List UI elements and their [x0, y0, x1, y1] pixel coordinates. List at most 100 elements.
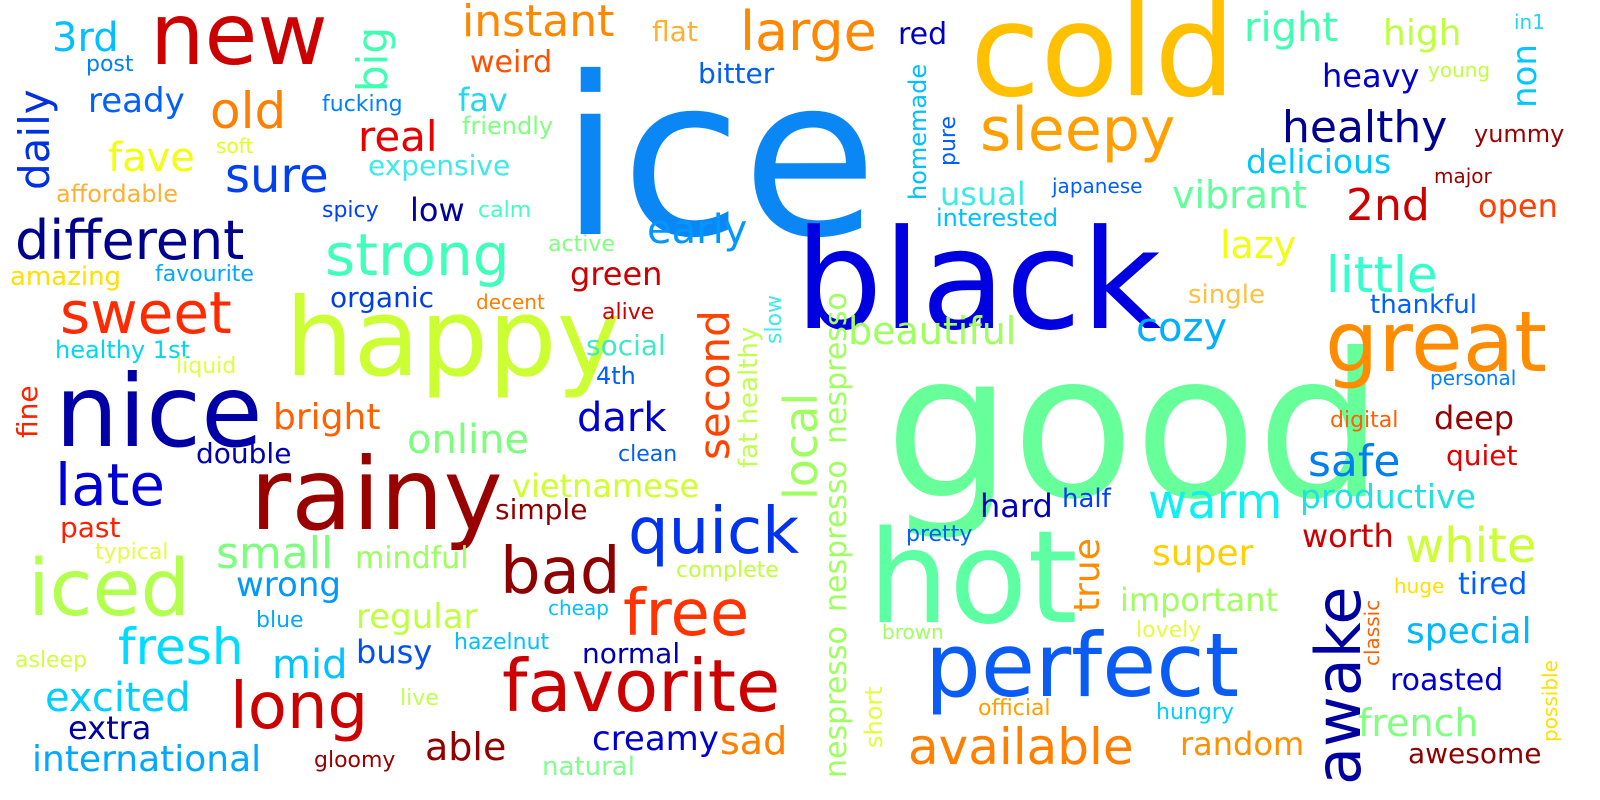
- word-2nd: 2nd: [1346, 180, 1430, 231]
- word-late: late: [55, 451, 166, 519]
- word-liquid: liquid: [176, 354, 237, 379]
- word-random: random: [1180, 725, 1305, 763]
- word-instant: instant: [462, 0, 615, 47]
- word-cold: cold: [970, 0, 1236, 126]
- word-excited: excited: [45, 675, 191, 721]
- word-wrong: wrong: [236, 565, 341, 605]
- word-free: free: [623, 577, 750, 651]
- word-in1: in1: [1514, 10, 1545, 34]
- word-cozy: cozy: [1136, 305, 1228, 351]
- word-4th: 4th: [596, 362, 636, 390]
- word-little: little: [1326, 246, 1438, 304]
- word-sweet: sweet: [60, 279, 232, 347]
- word-pretty: pretty: [906, 522, 973, 547]
- word-asleep: asleep: [15, 648, 88, 673]
- word-safe: safe: [1308, 436, 1401, 487]
- word-past: past: [60, 511, 121, 544]
- word-major: major: [1434, 164, 1492, 188]
- word-perfect: perfect: [925, 614, 1240, 717]
- word-organic: organic: [330, 281, 435, 314]
- word-normal: normal: [582, 637, 681, 670]
- word-long: long: [230, 670, 369, 744]
- word-vibrant: vibrant: [1172, 173, 1308, 217]
- word-regular: regular: [356, 597, 478, 637]
- word-awesome: awesome: [1408, 737, 1542, 770]
- word-weird: weird: [470, 45, 553, 80]
- word-interested: interested: [936, 204, 1059, 232]
- word-daily: daily: [10, 89, 59, 190]
- word-nespresso-2: nespresso: [819, 460, 854, 612]
- word-nespresso-1: nespresso: [819, 626, 854, 778]
- word-favourite: favourite: [155, 262, 254, 287]
- word-low: low: [410, 191, 465, 229]
- word-young: young: [1428, 58, 1491, 82]
- word-available: available: [908, 718, 1134, 776]
- word-tired: tired: [1458, 567, 1528, 602]
- word-favorite: favorite: [502, 644, 781, 728]
- word-homemade: homemade: [904, 63, 932, 200]
- word-friendly: friendly: [462, 112, 554, 140]
- word-quick: quick: [628, 495, 800, 569]
- word-early: early: [647, 207, 748, 253]
- word-official: official: [978, 696, 1051, 721]
- word-hot: hot: [868, 504, 1078, 653]
- word-new: new: [150, 0, 328, 85]
- word-digital: digital: [1330, 408, 1399, 433]
- word-spicy: spicy: [322, 198, 379, 223]
- word-ready: ready: [88, 81, 185, 121]
- word-affordable: affordable: [56, 180, 178, 208]
- word-big: big: [348, 27, 397, 92]
- word-open: open: [1478, 187, 1558, 225]
- word-blue: blue: [256, 608, 304, 633]
- word-super: super: [1152, 533, 1254, 574]
- word-expensive: expensive: [368, 149, 511, 182]
- word-complete: complete: [676, 558, 779, 583]
- word-lazy: lazy: [1220, 223, 1297, 267]
- word-busy: busy: [356, 633, 433, 671]
- word-green: green: [570, 255, 663, 293]
- word-cheap: cheap: [548, 596, 609, 620]
- word-lovely: lovely: [1136, 618, 1202, 643]
- word-worth: worth: [1302, 517, 1394, 555]
- word-online: online: [407, 417, 530, 463]
- word-real: real: [358, 112, 438, 161]
- word-good: good: [885, 311, 1384, 544]
- word-bright: bright: [273, 397, 381, 438]
- word-dark: dark: [577, 395, 667, 441]
- word-right: right: [1244, 5, 1338, 51]
- word-fucking: fucking: [322, 92, 403, 117]
- word-short: short: [860, 686, 888, 748]
- word-fresh: fresh: [118, 618, 244, 676]
- word-post: post: [86, 52, 134, 77]
- word-happy: happy: [285, 276, 621, 401]
- word-rainy: rainy: [250, 436, 503, 553]
- word-sad: sad: [720, 719, 788, 763]
- word-international: international: [32, 739, 262, 780]
- word-mindful: mindful: [355, 541, 469, 576]
- word-sure: sure: [225, 148, 329, 204]
- word-mid: mid: [272, 642, 348, 688]
- word-usual: usual: [940, 175, 1026, 213]
- word-active: active: [548, 232, 615, 257]
- word-hazelnut: hazelnut: [454, 630, 550, 655]
- word-bitter: bitter: [698, 57, 775, 90]
- word-natural: natural: [542, 752, 635, 782]
- word-bad: bad: [500, 535, 621, 609]
- word-old: old: [210, 82, 287, 140]
- word-half: half: [1062, 484, 1111, 514]
- word-red: red: [898, 17, 948, 52]
- word-typical: typical: [95, 540, 169, 565]
- word-heavy: heavy: [1322, 57, 1420, 95]
- word-clean: clean: [618, 442, 678, 467]
- word-deep: deep: [1434, 399, 1514, 437]
- word-hungry: hungry: [1156, 700, 1234, 725]
- word-fave: fave: [108, 135, 195, 181]
- word-high: high: [1383, 13, 1462, 54]
- word-healthy-1st: healthy 1st: [55, 336, 190, 364]
- word-french: french: [1358, 701, 1479, 745]
- word-able: able: [425, 725, 507, 769]
- word-black: black: [795, 200, 1162, 361]
- word-warm: warm: [1148, 474, 1283, 530]
- word-extra: extra: [68, 709, 152, 747]
- word-iced: iced: [28, 544, 191, 634]
